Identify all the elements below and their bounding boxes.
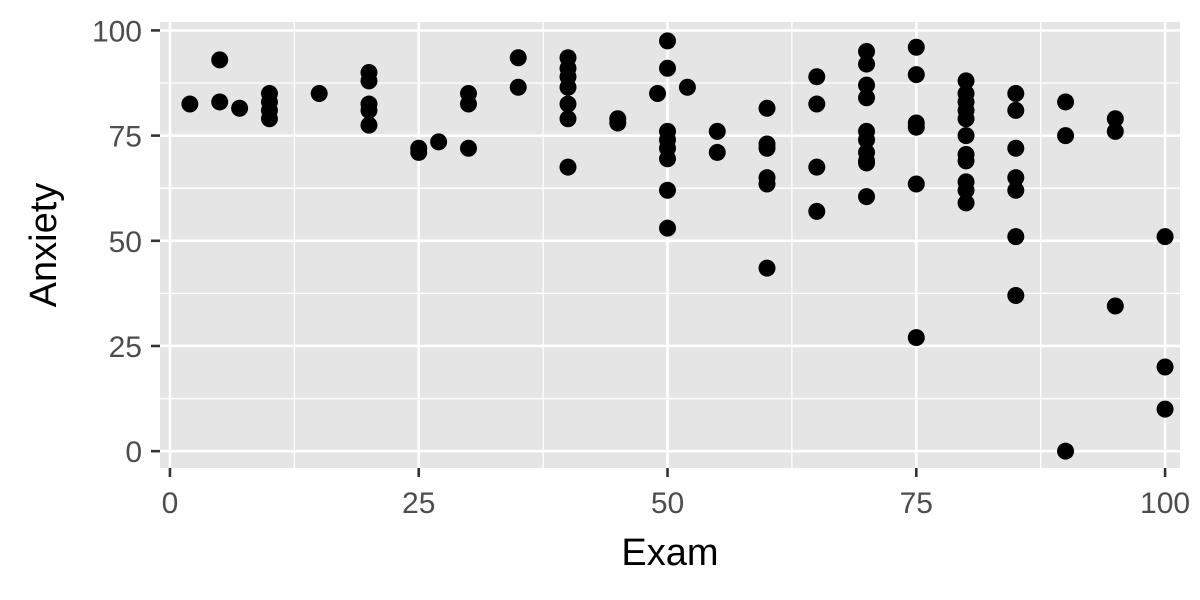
- data-point: [459, 139, 477, 157]
- y-tick-label: 100: [92, 15, 142, 48]
- data-point: [559, 158, 577, 176]
- data-point: [609, 114, 627, 132]
- data-point: [957, 152, 975, 170]
- data-point: [211, 93, 229, 111]
- data-point: [957, 194, 975, 212]
- data-point: [808, 68, 826, 86]
- data-point: [559, 110, 577, 128]
- data-point: [858, 154, 876, 172]
- data-point: [678, 78, 696, 96]
- data-point: [758, 175, 776, 193]
- data-point: [758, 259, 776, 277]
- data-point: [858, 55, 876, 73]
- data-point: [430, 133, 448, 151]
- data-point: [907, 329, 925, 347]
- x-tick-label: 0: [162, 487, 179, 520]
- data-point: [360, 101, 378, 119]
- data-point: [659, 32, 677, 50]
- data-point: [858, 89, 876, 107]
- data-point: [1156, 358, 1174, 376]
- data-point: [758, 99, 776, 117]
- data-point: [649, 85, 667, 103]
- data-point: [360, 116, 378, 134]
- data-point: [858, 42, 876, 60]
- data-point: [1057, 93, 1075, 111]
- data-point: [509, 49, 527, 67]
- data-point: [360, 72, 378, 90]
- data-point: [410, 143, 428, 161]
- data-point: [808, 202, 826, 220]
- data-point: [1007, 169, 1025, 187]
- data-point: [1007, 85, 1025, 103]
- data-point: [659, 219, 677, 237]
- data-point: [1007, 139, 1025, 157]
- x-tick-label: 100: [1140, 487, 1190, 520]
- data-point: [231, 99, 249, 117]
- y-tick-label: 75: [109, 121, 142, 154]
- y-tick-label: 25: [109, 331, 142, 364]
- data-point: [559, 95, 577, 113]
- data-point: [1007, 228, 1025, 246]
- data-point: [1057, 442, 1075, 460]
- data-point: [758, 139, 776, 157]
- data-point: [181, 95, 199, 113]
- data-point: [260, 110, 278, 128]
- data-point: [1156, 228, 1174, 246]
- data-point: [1106, 110, 1124, 128]
- y-axis-title: Anxiety: [23, 183, 65, 308]
- data-point: [1106, 122, 1124, 140]
- data-points: [181, 32, 1174, 460]
- data-point: [907, 175, 925, 193]
- data-point: [858, 188, 876, 206]
- data-point: [211, 51, 229, 69]
- data-point: [957, 72, 975, 90]
- x-tick-label: 75: [900, 487, 933, 520]
- data-point: [1106, 297, 1124, 315]
- data-point: [1007, 286, 1025, 304]
- x-axis: 0 25 50 75 100: [162, 468, 1190, 520]
- x-tick-label: 50: [651, 487, 684, 520]
- data-point: [708, 122, 726, 140]
- data-point: [1007, 181, 1025, 199]
- data-point: [957, 127, 975, 145]
- data-point: [957, 181, 975, 199]
- x-axis-title: Exam: [621, 532, 718, 574]
- data-point: [659, 59, 677, 77]
- data-point: [1057, 127, 1075, 145]
- data-point: [858, 76, 876, 94]
- data-point: [509, 78, 527, 96]
- data-point: [1007, 101, 1025, 119]
- data-point: [808, 95, 826, 113]
- data-point: [957, 110, 975, 128]
- data-point: [907, 118, 925, 136]
- x-tick-label: 25: [402, 487, 435, 520]
- data-point: [1156, 400, 1174, 418]
- data-point: [310, 85, 328, 103]
- data-point: [459, 95, 477, 113]
- major-gridlines: [160, 22, 1180, 468]
- y-tick-label: 50: [109, 226, 142, 259]
- data-point: [659, 150, 677, 168]
- data-point: [659, 181, 677, 199]
- data-point: [559, 78, 577, 96]
- data-point: [907, 66, 925, 84]
- data-point: [708, 143, 726, 161]
- y-tick-label: 0: [125, 436, 142, 469]
- data-point: [858, 131, 876, 149]
- y-axis: 0 25 50 75 100: [92, 15, 160, 469]
- data-point: [808, 158, 826, 176]
- data-point: [907, 38, 925, 56]
